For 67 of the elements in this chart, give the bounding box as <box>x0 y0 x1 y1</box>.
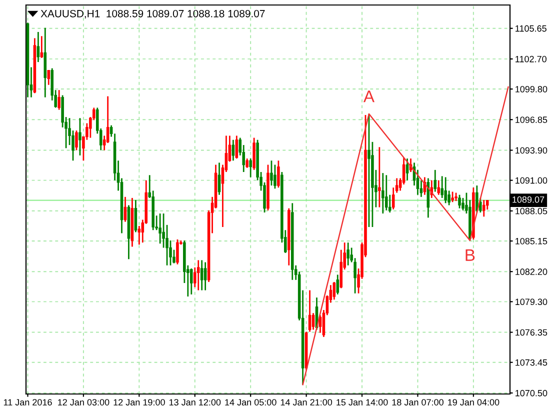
candlestick <box>434 169 437 192</box>
y-tick-label: 1091.00 <box>516 177 548 184</box>
candlestick <box>482 199 486 218</box>
candlestick <box>476 184 478 214</box>
candlestick <box>124 196 127 222</box>
candlestick <box>406 158 409 182</box>
candlestick <box>134 199 138 233</box>
candlestick <box>274 164 276 190</box>
candlestick <box>384 174 388 212</box>
candlestick <box>158 212 162 244</box>
y-tick-label: 1093.90 <box>516 147 548 154</box>
candlestick <box>176 238 179 266</box>
candlestick <box>440 175 444 199</box>
chart-title: XAUUSD,H1 1088.59 1089.07 1088.18 1089.07 <box>40 10 265 19</box>
y-tick-label: 1088.05 <box>516 208 548 214</box>
y-tick-label: 1085.15 <box>516 238 548 244</box>
x-tick-label: 15 Jan 14:00 <box>336 399 388 406</box>
candlestick <box>75 130 78 151</box>
x-tick-label: 13 Jan 12:00 <box>169 399 221 406</box>
y-tick-label: 1099.80 <box>516 86 548 92</box>
candlestick <box>47 70 50 86</box>
candlestick <box>200 259 204 291</box>
y-tick-label: 1073.45 <box>516 359 548 366</box>
candlestick <box>36 31 40 63</box>
candlestick <box>444 176 447 204</box>
x-tick-label: 12 Jan 19:00 <box>114 399 165 406</box>
x-tick-label: 11 Jan 2016 <box>4 399 52 406</box>
candlestick <box>437 180 440 196</box>
candlestick <box>368 113 370 228</box>
candlestick <box>346 242 350 266</box>
candlestick <box>462 197 464 212</box>
x-tick-label: 18 Jan 07:00 <box>392 399 444 406</box>
candlestick <box>332 281 336 300</box>
candlestick <box>451 191 454 203</box>
candlestick <box>196 259 200 291</box>
x-tick-label: 14 Jan 21:00 <box>280 399 332 406</box>
data-label: A <box>363 90 375 102</box>
data-label: B <box>466 249 475 261</box>
y-tick-label: 1096.85 <box>516 116 548 123</box>
candlestick <box>270 160 273 186</box>
candlestick <box>58 89 60 110</box>
y-tick-label: 1082.20 <box>516 268 548 275</box>
candlestick <box>336 274 340 296</box>
candlestick <box>235 135 238 160</box>
candlestick <box>138 225 141 246</box>
candlestick <box>249 158 252 178</box>
candlestick <box>78 117 82 156</box>
candlestick <box>378 146 381 208</box>
line-series <box>302 86 509 386</box>
y-tick-label: 1076.35 <box>516 329 548 336</box>
candlestick <box>392 186 395 210</box>
candlestick <box>382 172 384 214</box>
x-tick-label: 19 Jan 04:00 <box>448 399 500 406</box>
candlestick <box>204 262 207 291</box>
y-tick-label: 1070.50 <box>516 390 548 396</box>
y-tick-label: 1079.30 <box>516 298 548 306</box>
candlestick <box>190 268 193 296</box>
ref-line-label: 1089.07 <box>512 196 544 203</box>
x-tick-label: 14 Jan 05:00 <box>225 399 276 406</box>
candlestick <box>458 194 461 210</box>
candlestick <box>312 312 315 330</box>
y-tick-label: 1102.70 <box>516 56 546 62</box>
x-tick-label: 12 Jan 03:00 <box>58 399 110 406</box>
candlestick <box>232 139 235 162</box>
candlestick <box>277 160 280 188</box>
y-tick-label: 1105.65 <box>516 25 546 32</box>
candlestick <box>246 158 249 169</box>
